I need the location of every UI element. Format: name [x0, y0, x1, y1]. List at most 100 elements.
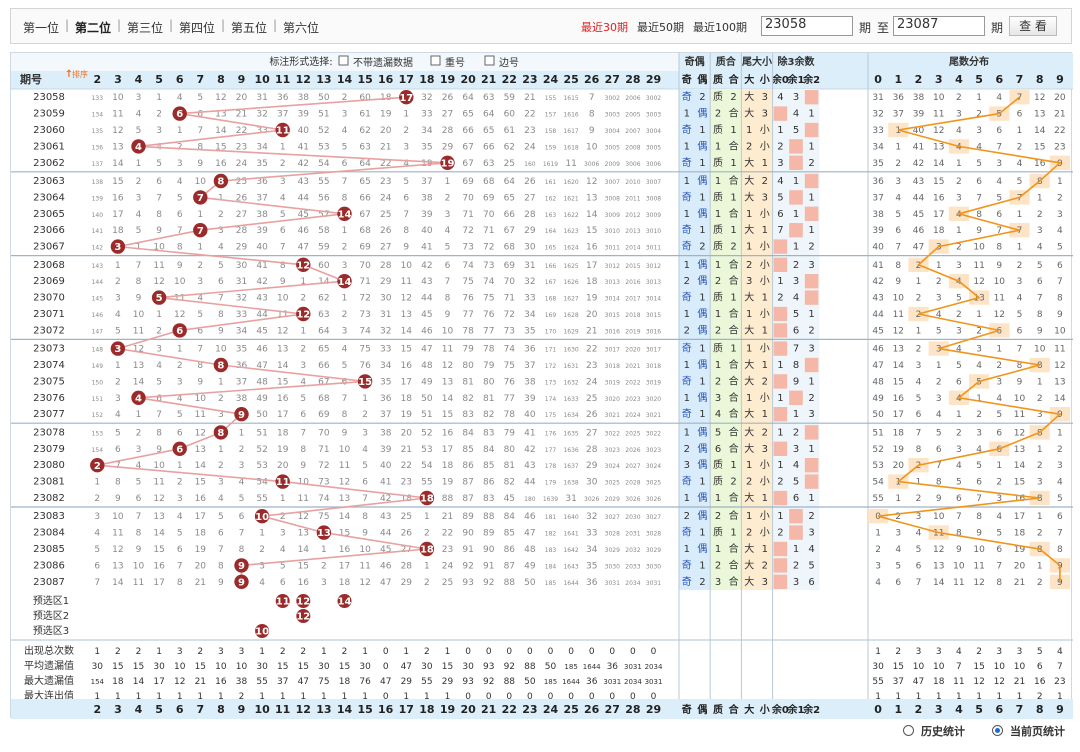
view-button[interactable]: 查 看 [1009, 16, 1057, 36]
miss-cell: 142 [92, 245, 104, 252]
position-tab-4[interactable]: 第四位 [179, 21, 216, 35]
tail-cell: 4 [1017, 294, 1023, 304]
miss-cell: 41 [298, 142, 309, 152]
to-issue-input[interactable]: 23087 [893, 16, 985, 36]
stat-cell: 37 [277, 677, 288, 687]
attr-sub-2: 偶 [696, 73, 707, 86]
miss-cell: 55 [256, 494, 267, 504]
attr-cell: 合 [729, 107, 739, 120]
miss-cell: 8 [156, 210, 162, 220]
miss-cell: 8 [115, 478, 121, 488]
option-checkbox-2[interactable] [430, 55, 441, 66]
attr-header-bg [679, 53, 1073, 89]
miss-cell: 13 [153, 512, 164, 522]
tail-cell: 5 [936, 326, 942, 336]
miss-cell: 15 [401, 345, 412, 355]
issue-cell: 23086 [33, 560, 65, 571]
tail-cell: 11 [1014, 410, 1025, 420]
miss-cell: 2029 [605, 496, 620, 503]
miss-cell: 1 [342, 226, 348, 236]
attr-cell: 2 [762, 176, 768, 187]
miss-cell: 1623 [563, 228, 578, 235]
attr-cell: 1 [808, 109, 814, 120]
option-checkbox-1[interactable] [338, 55, 349, 66]
miss-cell: 2 [300, 294, 306, 304]
miss-cell: 3024 [646, 463, 661, 470]
period-link-1[interactable]: 最近30期 [581, 21, 628, 34]
stat-cell: 1 [445, 692, 451, 702]
tail-header-2: 2 [915, 73, 923, 86]
stat-cell: 1 [197, 692, 203, 702]
preselect-ball[interactable] [255, 624, 270, 638]
position-tab-1[interactable]: 第一位 [23, 21, 60, 35]
miss-cell: 27 [586, 428, 597, 438]
miss-cell: 23 [236, 142, 247, 152]
miss-cell: 2031 [625, 531, 640, 538]
preselect-ball[interactable] [296, 594, 311, 608]
draw-link-line [323, 531, 428, 550]
position-tab-3[interactable]: 第三位 [127, 21, 164, 35]
winning-ball-circle [172, 323, 187, 338]
attr-cell: 合 [729, 258, 739, 271]
miss-cell: 49 [256, 394, 268, 404]
miss-cell: 3021 [646, 412, 661, 419]
attr-cell: 1 [699, 293, 705, 304]
tail-cell: 7 [916, 428, 922, 438]
winning-ball-circle [234, 558, 249, 573]
position-tab-6[interactable]: 第六位 [283, 21, 320, 35]
miss-cell: 2020 [625, 347, 640, 354]
miss-cell: 12 [442, 361, 453, 371]
stat-cell: 1 [94, 647, 100, 657]
miss-cell: 60 [359, 93, 371, 103]
period-link-2[interactable]: 最近50期 [637, 21, 684, 34]
miss-cell: 1 [115, 261, 121, 271]
period-link-3[interactable]: 最近100期 [693, 21, 747, 34]
miss-cell: 3004 [605, 128, 620, 135]
attr-cell: 4 [808, 544, 814, 555]
tail-cell: 3 [916, 361, 922, 371]
tail-cell: 3 [996, 159, 1002, 169]
attr-cell: 4 [793, 293, 799, 304]
tail-cell: 7 [976, 193, 982, 203]
winning-ball-circle [172, 106, 187, 121]
miss-cell: 10 [153, 461, 165, 471]
attr-cell: 偶 [697, 458, 707, 471]
stat-cell: 1 [259, 647, 265, 657]
attr-cell: 1 [777, 393, 783, 404]
position-tab-2[interactable]: 第二位 [75, 21, 112, 35]
winning-ball-circle [316, 525, 332, 540]
miss-cell: 11 [153, 261, 164, 271]
miss-cell: 3027 [646, 514, 661, 521]
attr-cell: 6 [808, 577, 814, 588]
miss-cell: 2 [321, 561, 327, 571]
miss-cell: 61 [504, 126, 515, 136]
preselect-ball[interactable] [337, 594, 352, 608]
miss-cell: 1625 [563, 263, 578, 270]
tail-cell: 7 [1017, 345, 1023, 355]
preselect-ball[interactable] [296, 609, 311, 623]
stat-cell: 12 [174, 677, 185, 687]
stat-tail-cell: 30 [872, 662, 884, 672]
winning-ball: 18 [419, 490, 435, 506]
position-tab-5[interactable]: 第五位 [231, 21, 268, 35]
tail-cell: 11 [933, 110, 944, 120]
miss-cell: 179 [545, 480, 557, 487]
tail-cell: 1 [875, 529, 881, 539]
miss-cell: 12 [133, 345, 144, 355]
miss-cell: 26 [236, 193, 248, 203]
tail-header-8: 8 [1036, 73, 1044, 86]
winning-ball-circle [234, 407, 249, 422]
attr-cell: 1 [762, 493, 768, 504]
attr-cell: 1 [777, 511, 783, 522]
miss-cell: 40 [524, 410, 536, 420]
miss-cell: 5 [136, 226, 142, 236]
from-issue-input[interactable]: 23058 [761, 16, 853, 36]
option-checkbox-3[interactable] [484, 55, 495, 66]
mod-hit-bg [773, 490, 788, 506]
attr-cell: 3 [684, 460, 690, 471]
tail-cell: 7 [976, 494, 982, 504]
stat-radio-1[interactable] [903, 725, 914, 736]
attr-cell: 2 [715, 109, 721, 120]
preselect-ball[interactable] [275, 594, 290, 608]
tail-header-7: 7 [1016, 73, 1024, 86]
